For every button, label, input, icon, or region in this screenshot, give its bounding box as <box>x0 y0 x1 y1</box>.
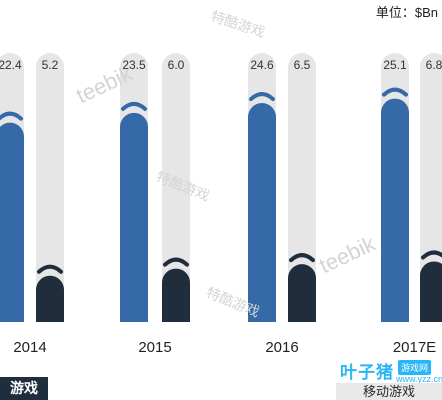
bar <box>420 261 442 336</box>
footer-right-label: 移动游戏 <box>336 383 442 400</box>
data-label: 23.5 <box>122 58 146 72</box>
data-label: 6.5 <box>294 58 311 72</box>
baseline-mask <box>0 322 442 336</box>
bar-cap <box>249 92 275 102</box>
data-label: 6.0 <box>168 58 185 72</box>
x-tick-label: 2016 <box>265 339 298 356</box>
brand-tag: 游戏网 <box>398 360 432 375</box>
x-tick-label: 2015 <box>138 339 171 356</box>
bar-cap <box>121 101 147 111</box>
brand-logo: 叶子猪 游戏网 www.yzz.cn <box>340 358 442 384</box>
x-tick-label: 2014 <box>13 339 46 356</box>
bar <box>36 275 64 336</box>
data-label: 25.1 <box>383 58 407 72</box>
x-tick-label: 2017E <box>393 339 436 356</box>
footer-left-label: 游戏 <box>0 377 48 400</box>
bar-cap <box>289 253 315 263</box>
bar-track <box>36 53 64 322</box>
bar-cap <box>382 87 408 97</box>
data-label: 24.6 <box>250 58 274 72</box>
bar <box>381 98 409 336</box>
bar <box>162 268 190 336</box>
bar-cap <box>421 250 442 260</box>
bar-cap <box>37 264 63 274</box>
bar-cap <box>0 111 23 121</box>
data-label: 22.4 <box>0 58 22 72</box>
bar-track <box>288 53 316 322</box>
data-label: 6.8 <box>426 58 442 72</box>
bar-cap <box>163 257 189 267</box>
data-label: 5.2 <box>42 58 59 72</box>
bar <box>248 103 276 336</box>
bar <box>288 264 316 336</box>
bar <box>120 112 148 336</box>
bar-track <box>162 53 190 322</box>
unit-label: 单位：$Bn <box>375 5 438 20</box>
brand-name: 叶子猪 <box>340 363 394 382</box>
brand-url: www.yzz.cn <box>396 374 442 384</box>
bar <box>0 122 24 336</box>
